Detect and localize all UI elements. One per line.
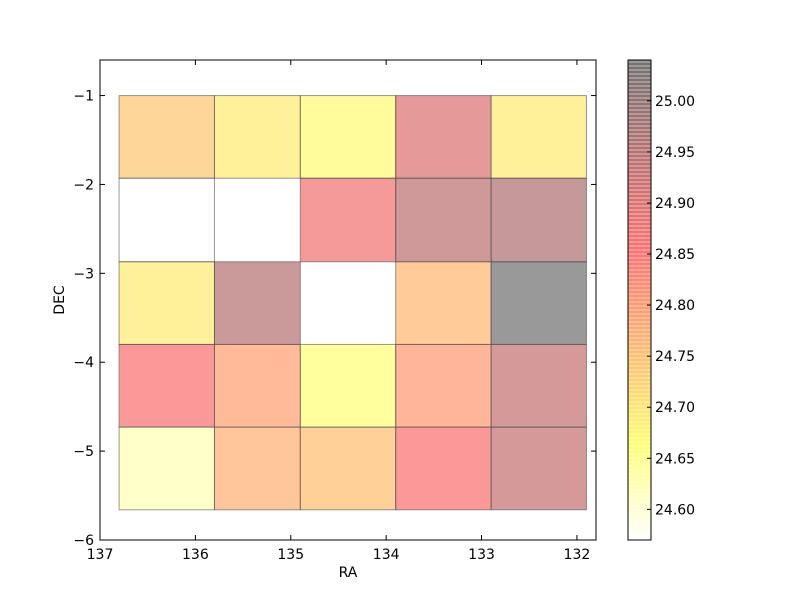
y-axis-ticks: −1 −2 −3 −4 −5 −6 [73,89,596,549]
heatmap-cell [490,261,587,345]
colorbar-frame [627,59,652,541]
heatmap-cell [213,261,301,345]
heatmap-cell [395,177,492,263]
colorbar-tick-label: 24.70 [655,400,695,416]
heatmap-cell [490,177,587,263]
heatmap-cell [299,95,397,179]
heatmap-cell [118,343,215,428]
colorbar-tick-label: 24.60 [655,502,695,518]
heatmap-cell [213,95,301,179]
y-tick-label: −2 [73,177,94,193]
y-axis-label: DEC [52,285,68,315]
heatmap-cell [213,343,301,428]
heatmap-cell [299,177,397,263]
y-tick-label: −5 [73,444,94,460]
colorbar-tick-label: 24.85 [655,247,695,263]
colorbar-ticks: 24.60 24.65 24.70 24.75 24.80 24.85 24.90 24.95… [647,94,695,518]
heatmap-cell [490,426,587,511]
heatmap-cell [395,343,492,428]
x-tick-label: 132 [564,547,591,563]
heatmap-cell [490,343,587,428]
colorbar-tick-label: 25.00 [655,94,695,110]
x-axis-ticks: 137 136 135 134 133 132 [87,60,591,563]
heatmap-cell [395,95,492,179]
heatmap-cell [299,343,397,428]
y-tick-label: −3 [73,266,94,282]
plot-area-frame [99,59,597,541]
heatmap-cell [213,426,301,511]
colorbar: 24.60 24.65 24.70 24.75 24.80 24.85 24.90 24.95… [627,59,695,541]
heatmap-cell [490,95,587,179]
colorbar-tick-label: 24.95 [655,145,695,161]
x-tick-label: 135 [277,547,304,563]
x-axis-label: RA [339,565,358,581]
heatmap-cells [118,95,587,511]
heatmap-cell [118,177,215,263]
heatmap-cell [395,261,492,345]
x-tick-label: 137 [87,547,114,563]
x-tick-label: 136 [182,547,209,563]
y-tick-label: −6 [73,533,94,549]
colorbar-tick-label: 24.90 [655,196,695,212]
x-tick-label: 133 [468,547,495,563]
colorbar-lines [628,59,651,541]
heatmap-cell [118,95,215,179]
y-tick-label: −4 [73,355,94,371]
colorbar-tick-label: 24.80 [655,298,695,314]
heatmap-cell [299,426,397,511]
heatmap-cell [118,261,215,345]
x-tick-label: 134 [373,547,400,563]
heatmap-cell [395,426,492,511]
heatmap-cell [118,426,215,511]
colorbar-tick-label: 24.75 [655,349,695,365]
colorbar-tick-label: 24.65 [655,451,695,467]
y-tick-label: −1 [73,89,94,105]
